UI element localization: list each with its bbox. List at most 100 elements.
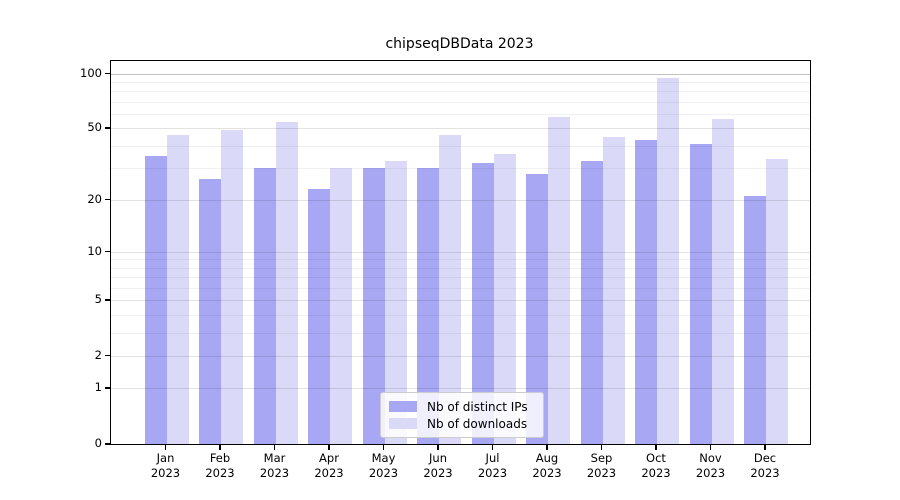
bar-distinct-ips-jan — [144, 156, 167, 444]
bar-distinct-ips-mar — [253, 168, 276, 444]
legend-item-downloads: Nb of downloads — [389, 415, 535, 432]
y-axis-tick-label-20: 20 — [87, 191, 102, 206]
bar-downloads-jul — [493, 154, 516, 444]
y-axis-tick-label-50: 50 — [87, 120, 102, 135]
gridline-minor-70 — [111, 101, 810, 103]
bar-distinct-ips-dec — [744, 195, 766, 444]
bar-distinct-ips-nov — [689, 143, 712, 444]
x-axis-label-month: Jan — [156, 451, 175, 465]
x-axis-label-oct: Oct 2023 — [629, 451, 683, 481]
bar-downloads-apr — [330, 168, 352, 444]
x-axis-tick-jun — [437, 444, 439, 450]
x-axis-tick-feb — [219, 444, 221, 450]
x-axis-tick-jan — [164, 444, 167, 450]
legend: Nb of distinct IPs Nb of downloads — [380, 392, 544, 438]
x-axis-tick-oct — [655, 444, 657, 450]
bar-distinct-ips-may — [362, 168, 385, 444]
bar-downloads-feb — [221, 129, 243, 444]
y-axis-tick-0 — [105, 443, 110, 445]
x-axis-label-month: Oct — [646, 451, 666, 465]
x-axis-label-month: Jul — [485, 451, 500, 465]
bar-downloads-oct — [657, 78, 679, 444]
x-axis-label-jun: Jun 2023 — [411, 451, 465, 481]
x-axis-label-may: May 2023 — [357, 451, 411, 481]
y-axis-tick-label-10: 10 — [87, 243, 102, 258]
x-axis-label-month: Nov — [699, 451, 722, 465]
y-axis-tick-label-0: 0 — [94, 436, 102, 450]
y-axis-tick-20 — [105, 198, 110, 201]
gridline-minor-40 — [111, 145, 810, 147]
x-axis-label-year: 2023 — [150, 466, 181, 480]
x-axis-label-year: 2023 — [314, 466, 344, 480]
gridline-major-50 — [111, 128, 810, 130]
x-axis-label-apr: Apr 2023 — [302, 451, 356, 481]
bar-distinct-ips-aug — [526, 173, 548, 444]
bar-distinct-ips-jul — [471, 163, 494, 444]
x-axis-tick-apr — [328, 444, 330, 450]
x-axis-tick-sep — [600, 444, 603, 450]
bar-downloads-may — [384, 160, 407, 444]
bar-downloads-nov — [711, 119, 734, 444]
gridline-minor-80 — [111, 91, 810, 93]
x-axis-label-year: 2023 — [641, 466, 671, 480]
gridline-major-2 — [111, 355, 810, 357]
bar-distinct-ips-oct — [635, 140, 657, 444]
gridline-minor-3 — [111, 332, 810, 334]
gridline-major-20 — [111, 199, 810, 201]
y-axis-tick-label-100: 100 — [80, 65, 102, 80]
y-axis-tick-50 — [105, 127, 110, 129]
bar-downloads-dec — [766, 158, 788, 444]
x-axis-tick-nov — [709, 444, 712, 450]
x-axis-label-month: Sep — [590, 451, 613, 465]
gridline-major-1 — [111, 388, 810, 390]
x-axis-tick-mar — [273, 444, 276, 450]
x-axis-label-month: May — [371, 451, 396, 465]
x-axis-label-year: 2023 — [477, 466, 508, 480]
y-axis-tick-label-5: 5 — [94, 292, 102, 307]
gridline-minor-6 — [111, 287, 810, 289]
x-axis-label-mar: Mar 2023 — [248, 451, 302, 481]
chart-title: chipseqDBData 2023 — [385, 36, 534, 52]
gridline-minor-9 — [111, 259, 810, 261]
x-axis-tick-jul — [491, 444, 494, 450]
x-axis-label-year: 2023 — [695, 466, 726, 480]
bar-downloads-sep — [602, 136, 625, 444]
x-axis-label-month: Mar — [263, 451, 286, 465]
legend-swatch-downloads — [389, 418, 417, 429]
x-axis-tick-aug — [546, 444, 548, 450]
gridline-minor-7 — [111, 277, 810, 279]
bar-distinct-ips-sep — [580, 160, 603, 444]
bar-downloads-jan — [166, 134, 189, 444]
legend-item-distinct-ips: Nb of distinct IPs — [389, 398, 535, 415]
x-axis-label-sep: Sep 2023 — [575, 451, 629, 481]
x-axis-label-year: 2023 — [532, 466, 562, 480]
x-axis-label-year: 2023 — [259, 466, 290, 480]
x-axis-label-month: Feb — [209, 451, 231, 465]
bar-downloads-mar — [275, 122, 298, 444]
y-axis-tick-10 — [105, 250, 110, 252]
x-axis-label-aug: Aug 2023 — [520, 451, 574, 481]
y-axis-tick-label-1: 1 — [94, 380, 102, 395]
bar-distinct-ips-jun — [417, 168, 439, 444]
gridline-minor-60 — [111, 114, 810, 115]
gridline-minor-30 — [111, 168, 810, 170]
bar-downloads-aug — [548, 116, 570, 444]
y-axis-tick-5 — [105, 299, 110, 301]
x-axis-label-month: Dec — [753, 451, 777, 465]
x-axis-label-nov: Nov 2023 — [684, 451, 738, 481]
gridline-minor-4 — [111, 314, 810, 316]
x-axis-label-year: 2023 — [586, 466, 617, 480]
x-axis-label-feb: Feb 2023 — [193, 451, 247, 481]
x-axis-tick-dec — [764, 444, 766, 450]
x-axis-label-year: 2023 — [423, 466, 453, 480]
bar-downloads-jun — [439, 134, 461, 444]
legend-swatch-distinct-ips — [389, 401, 417, 412]
bar-distinct-ips-feb — [199, 179, 221, 444]
gridline-minor-90 — [111, 81, 810, 83]
legend-label-distinct-ips: Nb of distinct IPs — [427, 399, 528, 414]
y-axis-tick-1 — [105, 387, 110, 389]
x-axis-label-year: 2023 — [205, 466, 235, 480]
y-axis-tick-100 — [105, 72, 110, 74]
gridline-major-100 — [111, 73, 810, 75]
